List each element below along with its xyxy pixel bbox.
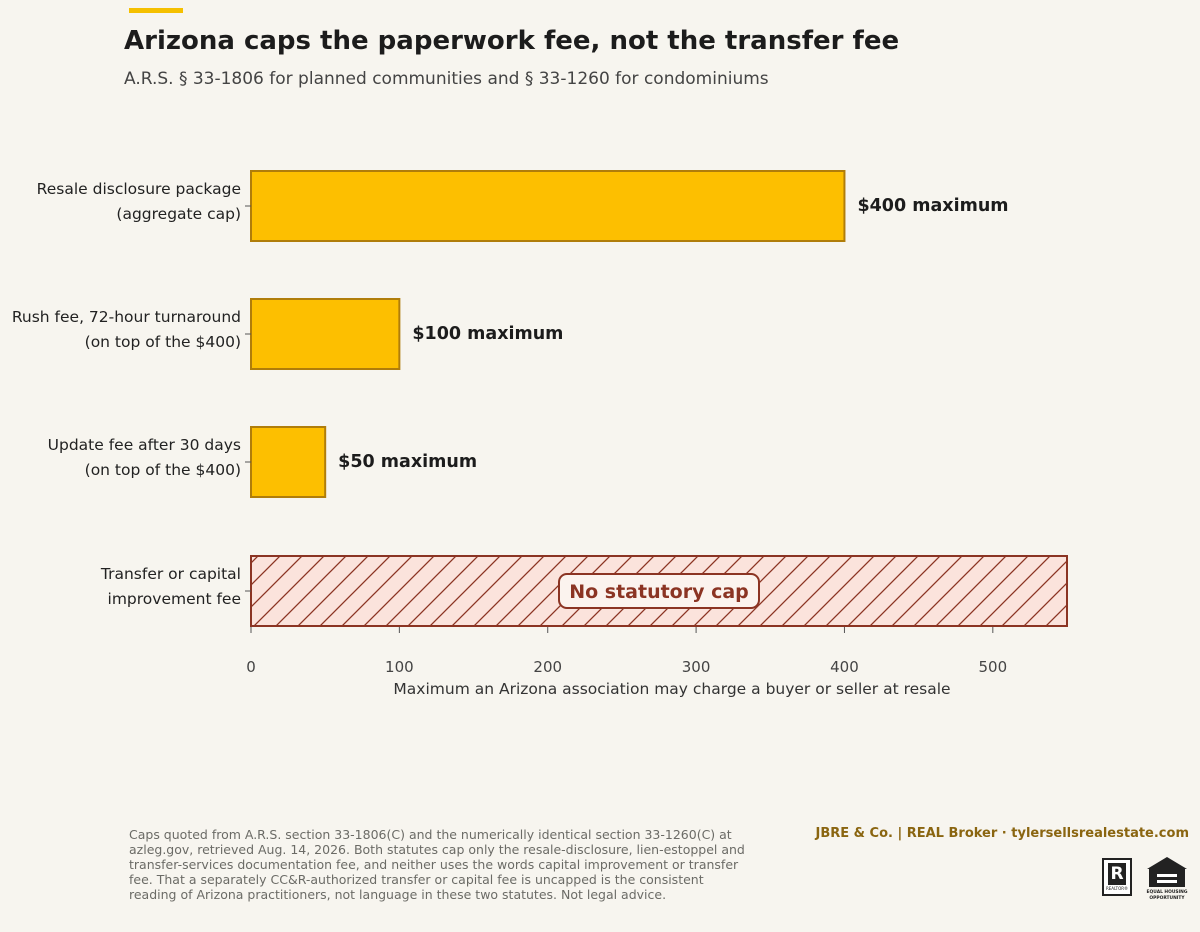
bar: [250, 298, 401, 370]
svg-text:EQUAL HOUSING: EQUAL HOUSING: [1147, 889, 1188, 895]
y-tick-label: improvement fee: [108, 590, 241, 608]
y-tick-label: (aggregate cap): [116, 205, 241, 223]
bar: [250, 170, 846, 242]
accent-bar: [129, 8, 183, 13]
data-label: $50 maximum: [338, 452, 477, 472]
equal-housing-icon: EQUAL HOUSING OPPORTUNITY: [1147, 857, 1188, 901]
y-tick-label: Transfer or capital: [100, 565, 241, 583]
x-tick-label: 0: [246, 658, 256, 676]
data-label: $100 maximum: [412, 324, 563, 344]
brand-line: JBRE & Co. | REAL Broker · tylersellsrea…: [815, 826, 1190, 841]
x-tick-label: 200: [533, 658, 562, 676]
chart-title: Arizona caps the paperwork fee, not the …: [124, 26, 900, 56]
chart-subtitle: A.R.S. § 33-1806 for planned communities…: [124, 69, 769, 89]
x-axis-label: Maximum an Arizona association may charg…: [393, 680, 950, 698]
bars-group: $400 maximum $100 maximum $50 maximum No st…: [250, 170, 1068, 627]
svg-text:OPPORTUNITY: OPPORTUNITY: [1149, 895, 1185, 901]
y-axis: Resale disclosure package (aggregate cap)…: [12, 180, 251, 608]
footnote: Caps quoted from A.R.S. section 33-1806(…: [129, 827, 745, 902]
y-tick-label: (on top of the $400): [85, 333, 241, 351]
realtor-logo-text: REALTOR®: [1105, 886, 1129, 891]
data-label: $400 maximum: [857, 196, 1008, 216]
y-tick-label: Rush fee, 72-hour turnaround: [12, 308, 241, 326]
x-tick-label: 400: [830, 658, 859, 676]
y-tick-label: Resale disclosure package: [37, 180, 241, 198]
realtor-logo-icon: R REALTOR®: [1102, 858, 1132, 896]
y-tick-label: Update fee after 30 days: [48, 436, 241, 454]
x-tick-label: 300: [682, 658, 711, 676]
y-tick-label: (on top of the $400): [85, 461, 241, 479]
bar: [250, 426, 327, 498]
data-label: No statutory cap: [569, 581, 749, 603]
x-tick-label: 100: [385, 658, 414, 676]
bar-chart: $400 maximum $100 maximum $50 maximum No st…: [12, 170, 1068, 698]
x-tick-label: 500: [978, 658, 1007, 676]
no-cap-label-box: [558, 573, 760, 609]
x-axis: 0 100 200 300 400 500 Maximum an Arizona assoc…: [246, 627, 1007, 698]
